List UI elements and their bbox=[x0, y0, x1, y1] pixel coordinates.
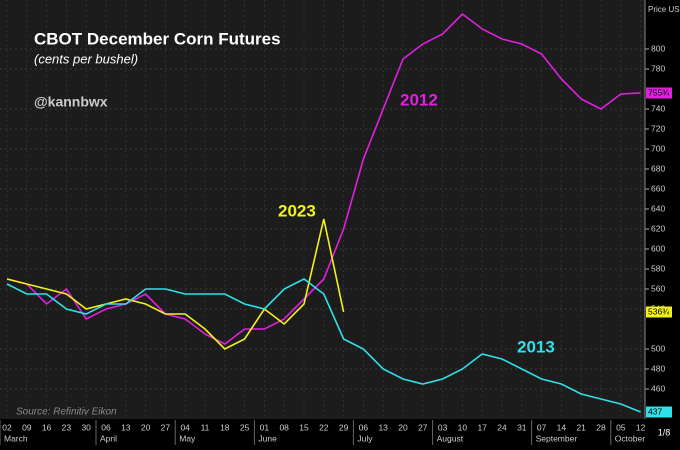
x-tick-label: 07 bbox=[537, 422, 547, 432]
y-tick-label: 660 bbox=[651, 183, 665, 193]
month-label: March bbox=[4, 433, 28, 443]
x-tick-label: 05 bbox=[616, 422, 626, 432]
series-line bbox=[6, 12, 641, 345]
y-tick-label: 460 bbox=[651, 383, 665, 393]
series-line bbox=[6, 278, 641, 413]
y-tick-label: 740 bbox=[651, 103, 665, 113]
y-tick-label: 700 bbox=[651, 143, 665, 153]
month-label: June bbox=[258, 433, 277, 443]
month-label: October bbox=[615, 433, 645, 443]
x-tick-label: 28 bbox=[596, 422, 606, 432]
y-tick-label: 720 bbox=[651, 123, 665, 133]
x-tick-label: 03 bbox=[438, 422, 448, 432]
end-label: 536¾ bbox=[648, 306, 670, 316]
source: Source: Refinitiv Eikon bbox=[16, 407, 117, 418]
end-label-box bbox=[646, 87, 672, 99]
x-tick-label: 02 bbox=[2, 422, 12, 432]
x-tick-label: 27 bbox=[161, 422, 171, 432]
x-tick-label: 16 bbox=[42, 422, 52, 432]
x-tick-label: 11 bbox=[201, 422, 210, 432]
x-axis-panel bbox=[0, 419, 645, 445]
month-label: September bbox=[536, 433, 578, 443]
x-tick-label: 01 bbox=[260, 422, 270, 432]
end-label-box bbox=[646, 306, 672, 318]
x-tick-label: 22 bbox=[319, 422, 329, 432]
x-tick-label: 04 bbox=[180, 422, 190, 432]
handle: @kannbwx bbox=[34, 94, 108, 110]
x-tick-label: 09 bbox=[22, 422, 32, 432]
y-tick-label: 800 bbox=[651, 43, 665, 53]
month-label: April bbox=[100, 433, 117, 443]
x-tick-label: 23 bbox=[62, 422, 72, 432]
y-tick-label: 780 bbox=[651, 63, 665, 73]
x-tick-label: 29 bbox=[339, 422, 349, 432]
x-tick-label: 12 bbox=[636, 422, 646, 432]
y-tick-label: 640 bbox=[651, 203, 665, 213]
chart-subtitle: (cents per bushel) bbox=[34, 51, 138, 66]
x-tick-label: 14 bbox=[557, 422, 567, 432]
end-label: 437 bbox=[648, 406, 662, 416]
chart-title: CBOT December Corn Futures bbox=[34, 29, 281, 48]
series-label: 2023 bbox=[278, 201, 316, 220]
plot-background bbox=[0, 0, 645, 419]
x-tick-label: 10 bbox=[458, 422, 468, 432]
month-label: May bbox=[179, 433, 196, 443]
series-line bbox=[6, 218, 345, 350]
x-tick-label: 06 bbox=[101, 422, 111, 432]
x-tick-label: 13 bbox=[121, 422, 131, 432]
x-tick-label: 17 bbox=[477, 422, 487, 432]
x-tick-label: 15 bbox=[299, 422, 309, 432]
y-tick-label: 600 bbox=[651, 243, 665, 253]
end-label: 755¾ bbox=[648, 87, 670, 97]
x-tick-label: 25 bbox=[240, 422, 250, 432]
x-tick-label: 31 bbox=[517, 422, 527, 432]
y-tick-label: 680 bbox=[651, 163, 665, 173]
y-tick-label: 620 bbox=[651, 223, 665, 233]
y-tick-label: 560 bbox=[651, 283, 665, 293]
y-axis-label: Price USc Bsh bbox=[648, 5, 680, 14]
page-indicator: 1/8 bbox=[658, 427, 671, 437]
end-label-box bbox=[646, 406, 672, 418]
x-tick-label: 21 bbox=[576, 422, 586, 432]
x-tick-label: 18 bbox=[220, 422, 230, 432]
x-tick-label: 13 bbox=[378, 422, 388, 432]
x-tick-label: 24 bbox=[497, 422, 507, 432]
x-tick-label: 08 bbox=[279, 422, 289, 432]
x-tick-label: 30 bbox=[81, 422, 91, 432]
x-tick-label: 27 bbox=[418, 422, 428, 432]
series-label: 2012 bbox=[400, 90, 438, 109]
y-tick-label: 580 bbox=[651, 263, 665, 273]
y-tick-label: 500 bbox=[651, 343, 665, 353]
x-tick-label: 20 bbox=[398, 422, 408, 432]
x-tick-label: 06 bbox=[359, 422, 369, 432]
month-label: August bbox=[437, 433, 464, 443]
month-label: July bbox=[357, 433, 373, 443]
y-tick-label: 480 bbox=[651, 363, 665, 373]
axis-panel bbox=[645, 0, 680, 445]
x-tick-label: 20 bbox=[141, 422, 151, 432]
series-label: 2013 bbox=[517, 337, 555, 356]
